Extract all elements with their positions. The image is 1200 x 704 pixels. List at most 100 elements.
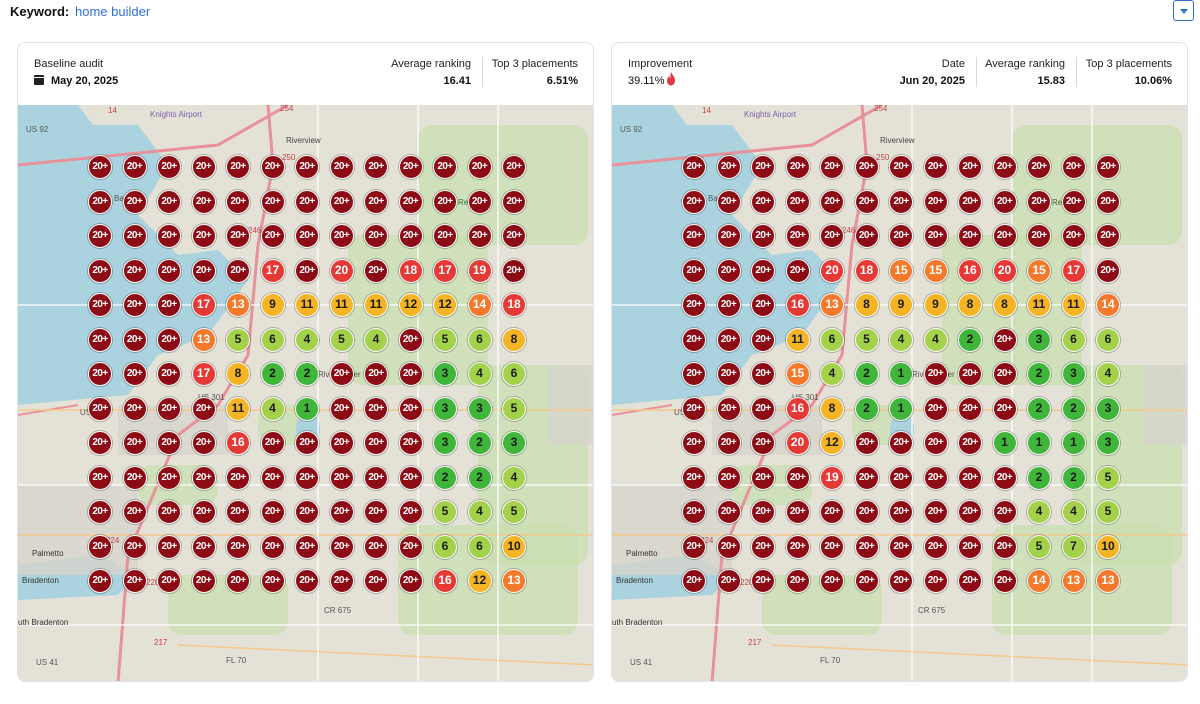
rank-pin[interactable]: 20+ [88, 189, 112, 214]
rank-pin[interactable]: 4 [1027, 500, 1051, 524]
rank-pin[interactable]: 20+ [992, 534, 1017, 559]
rank-pin[interactable]: 5 [502, 396, 526, 421]
rank-pin[interactable]: 20+ [157, 327, 181, 352]
rank-pin[interactable]: 20 [785, 431, 810, 455]
rank-pin[interactable]: 20+ [122, 534, 147, 559]
rank-pin[interactable]: 20+ [364, 224, 388, 248]
rank-pin[interactable]: 20+ [1096, 258, 1120, 283]
rank-pin[interactable]: 20+ [854, 500, 879, 524]
rank-pin[interactable]: 2 [1027, 396, 1051, 421]
rank-pin[interactable]: 20+ [398, 569, 423, 593]
rank-pin[interactable]: 4 [502, 465, 526, 490]
rank-pin[interactable]: 20+ [751, 189, 775, 214]
rank-pin[interactable]: 13 [502, 569, 526, 593]
rank-pin[interactable]: 16 [226, 431, 250, 455]
rank-pin[interactable]: 20+ [502, 224, 526, 248]
rank-pin[interactable]: 20+ [889, 155, 913, 179]
rank-pin[interactable]: 20+ [260, 155, 285, 179]
rank-pin[interactable]: 9 [923, 293, 948, 317]
rank-pin[interactable]: 20+ [923, 431, 948, 455]
rank-pin[interactable]: 20+ [122, 431, 147, 455]
rank-pin[interactable]: 3 [1096, 431, 1120, 455]
rank-pin[interactable]: 20+ [992, 500, 1017, 524]
rank-pin[interactable]: 20+ [329, 362, 354, 386]
rank-pin[interactable]: 20+ [682, 258, 706, 283]
rank-pin[interactable]: 4 [923, 327, 948, 352]
rank-pin[interactable]: 20+ [295, 431, 319, 455]
rank-pin[interactable]: 13 [191, 327, 216, 352]
rank-pin[interactable]: 20+ [88, 569, 112, 593]
rank-pin[interactable]: 18 [398, 258, 423, 283]
rank-pin[interactable]: 20 [820, 258, 844, 283]
rank-pin[interactable]: 20+ [88, 258, 112, 283]
rank-pin[interactable]: 20+ [751, 465, 775, 490]
rank-pin[interactable]: 20+ [157, 293, 181, 317]
rank-pin[interactable]: 20+ [923, 362, 948, 386]
rank-pin[interactable]: 10 [502, 534, 526, 559]
rank-pin[interactable]: 20+ [329, 534, 354, 559]
rank-pin[interactable]: 20+ [364, 362, 388, 386]
rank-pin[interactable]: 5 [226, 327, 250, 352]
keyword-value-link[interactable]: home builder [75, 4, 151, 19]
rank-pin[interactable]: 20+ [226, 500, 250, 524]
rank-pin[interactable]: 20+ [682, 431, 706, 455]
rank-pin[interactable]: 20+ [88, 155, 112, 179]
rank-pin[interactable]: 20 [329, 258, 354, 283]
rank-pin[interactable]: 12 [398, 293, 423, 317]
rank-pin[interactable]: 20+ [364, 465, 388, 490]
rank-pin[interactable]: 6 [1096, 327, 1120, 352]
rank-pin[interactable]: 4 [889, 327, 913, 352]
rank-pin[interactable]: 20+ [329, 155, 354, 179]
rank-pin[interactable]: 20+ [785, 534, 810, 559]
rank-pin[interactable]: 20+ [923, 500, 948, 524]
rank-pin[interactable]: 20+ [751, 327, 775, 352]
rank-pin[interactable]: 20+ [785, 155, 810, 179]
rank-pin[interactable]: 3 [433, 431, 457, 455]
rank-pin[interactable]: 2 [1027, 465, 1051, 490]
rank-pin[interactable]: 20+ [1061, 155, 1086, 179]
rank-pin[interactable]: 20+ [820, 189, 844, 214]
rank-pin[interactable]: 20+ [88, 396, 112, 421]
rank-pin[interactable]: 4 [1061, 500, 1086, 524]
rank-pin[interactable]: 20+ [1027, 155, 1051, 179]
rank-pin[interactable]: 20+ [398, 362, 423, 386]
rank-pin[interactable]: 20+ [751, 224, 775, 248]
rank-pin[interactable]: 20+ [433, 224, 457, 248]
rank-pin[interactable]: 20+ [820, 569, 844, 593]
rank-pin[interactable]: 20+ [122, 224, 147, 248]
rank-pin[interactable]: 20+ [785, 258, 810, 283]
rank-pin[interactable]: 15 [923, 258, 948, 283]
rank-pin[interactable]: 15 [1027, 258, 1051, 283]
rank-pin[interactable]: 20+ [751, 396, 775, 421]
rank-pin[interactable]: 20+ [398, 396, 423, 421]
rank-pin[interactable]: 2 [467, 465, 492, 490]
rank-pin[interactable]: 20+ [992, 465, 1017, 490]
rank-pin[interactable]: 20+ [122, 155, 147, 179]
rank-pin[interactable]: 20+ [295, 534, 319, 559]
rank-pin[interactable]: 11 [1061, 293, 1086, 317]
rank-pin[interactable]: 20+ [1096, 224, 1120, 248]
rank-pin[interactable]: 16 [433, 569, 457, 593]
rank-pin[interactable]: 9 [260, 293, 285, 317]
rank-pin[interactable]: 6 [502, 362, 526, 386]
rank-pin[interactable]: 20+ [716, 534, 741, 559]
rank-pin[interactable]: 20+ [716, 327, 741, 352]
rank-pin[interactable]: 5 [1096, 500, 1120, 524]
rank-pin[interactable]: 13 [820, 293, 844, 317]
rank-pin[interactable]: 20+ [157, 500, 181, 524]
rank-pin[interactable]: 20+ [716, 362, 741, 386]
rank-pin[interactable]: 15 [889, 258, 913, 283]
rank-pin[interactable]: 20+ [467, 189, 492, 214]
rank-pin[interactable]: 20 [992, 258, 1017, 283]
rank-pin[interactable]: 20+ [751, 362, 775, 386]
rank-pin[interactable]: 8 [502, 327, 526, 352]
rank-pin[interactable]: 20+ [889, 534, 913, 559]
rank-pin[interactable]: 2 [295, 362, 319, 386]
rank-pin[interactable]: 20+ [191, 258, 216, 283]
rank-pin[interactable]: 20+ [1061, 189, 1086, 214]
rank-pin[interactable]: 20+ [122, 569, 147, 593]
rank-pin[interactable]: 20+ [122, 327, 147, 352]
rank-pin[interactable]: 20+ [1027, 189, 1051, 214]
rank-pin[interactable]: 20+ [398, 465, 423, 490]
rank-pin[interactable]: 20+ [889, 465, 913, 490]
